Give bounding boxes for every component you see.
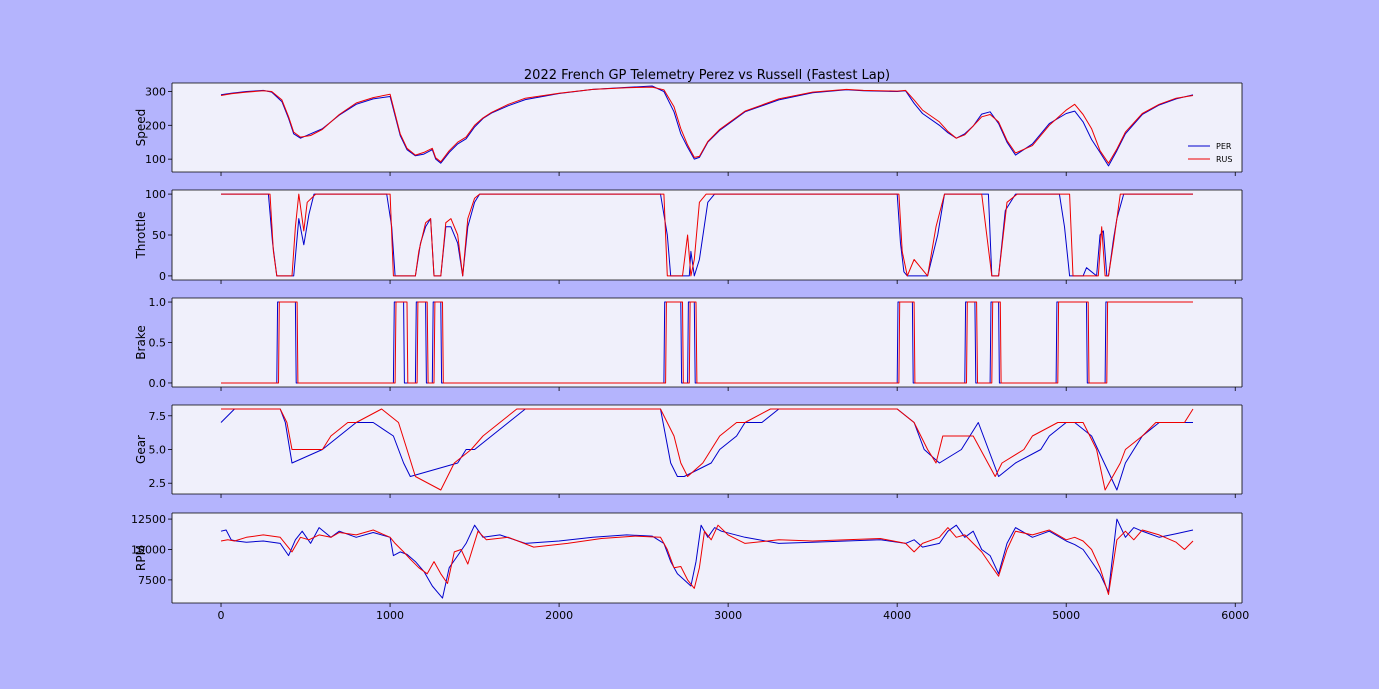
series-line-rus: [220, 524, 1194, 595]
series-group: [221, 301, 1193, 384]
y-axis-label: Gear: [134, 435, 148, 464]
panel-brake: 0.0 0.5 1.0 Brake: [134, 296, 1243, 391]
y-tick-label: 2.5: [149, 477, 167, 490]
y-tick-label: 200: [145, 119, 166, 132]
series-line-rus: [221, 301, 1193, 384]
axes-background: [172, 298, 1242, 387]
series-line-per: [220, 85, 1194, 167]
series-line-per: [220, 518, 1194, 599]
x-tick-label: 1000: [376, 609, 404, 622]
figure-title: 2022 French GP Telemetry Perez vs Russel…: [524, 68, 890, 83]
y-tick-label: 0.0: [149, 377, 167, 390]
y-tick-label: 1.0: [149, 296, 167, 309]
y-tick-label: 5.0: [149, 444, 167, 457]
y-tick-label: 100: [145, 153, 166, 166]
panel-throttle: 0 50 100 Throttle: [134, 188, 1243, 284]
x-tick-label: 6000: [1221, 609, 1249, 622]
series-group: [220, 408, 1194, 491]
y-axis-label: Brake: [134, 325, 148, 359]
y-tick-label: 0: [159, 270, 166, 283]
legend: PER RUS: [1188, 142, 1233, 164]
legend-label-per: PER: [1216, 142, 1232, 151]
panel-speed: 100 200 300 Speed PER RUS: [134, 82, 1243, 176]
y-tick-label: 300: [145, 85, 166, 98]
series-line-rus: [221, 408, 1194, 491]
panel-rpm: 7500 10000 12500 0 1000 2000 3000 4000 5000 6000 R…: [131, 512, 1249, 622]
y-tick-label: 7.5: [149, 410, 167, 423]
y-tick-label: 100: [145, 188, 166, 201]
series-line-per: [221, 301, 1193, 384]
x-tick-label: 5000: [1052, 609, 1080, 622]
axes-background: [172, 405, 1242, 494]
y-tick-label: 7500: [138, 574, 166, 587]
axes-background: [172, 190, 1242, 280]
series-group: [221, 193, 1193, 277]
y-tick-label: 50: [152, 229, 166, 242]
y-tick-label: 12500: [131, 513, 166, 526]
series-group: [220, 518, 1194, 599]
y-tick-label: 10000: [131, 543, 166, 556]
series-line-rus: [220, 86, 1194, 164]
y-tick-label: 0.5: [149, 337, 167, 350]
series-line-per: [221, 193, 1193, 277]
legend-label-rus: RUS: [1216, 155, 1233, 164]
axes-background: [172, 83, 1242, 172]
axes-background: [172, 513, 1242, 603]
x-tick-label: 4000: [883, 609, 911, 622]
x-tick-label: 2000: [545, 609, 573, 622]
series-line-rus: [221, 193, 1193, 277]
y-axis-label: Speed: [134, 109, 148, 147]
y-axis-label: RPM: [134, 545, 148, 571]
x-tick-label: 0: [218, 609, 225, 622]
chart-panels: 100 200 300 Speed PER RUS 0 50 100 Throttle 0.0 0.5…: [131, 82, 1249, 622]
y-axis-label: Throttle: [134, 211, 148, 259]
x-tick-label: 3000: [714, 609, 742, 622]
series-group: [220, 85, 1194, 167]
